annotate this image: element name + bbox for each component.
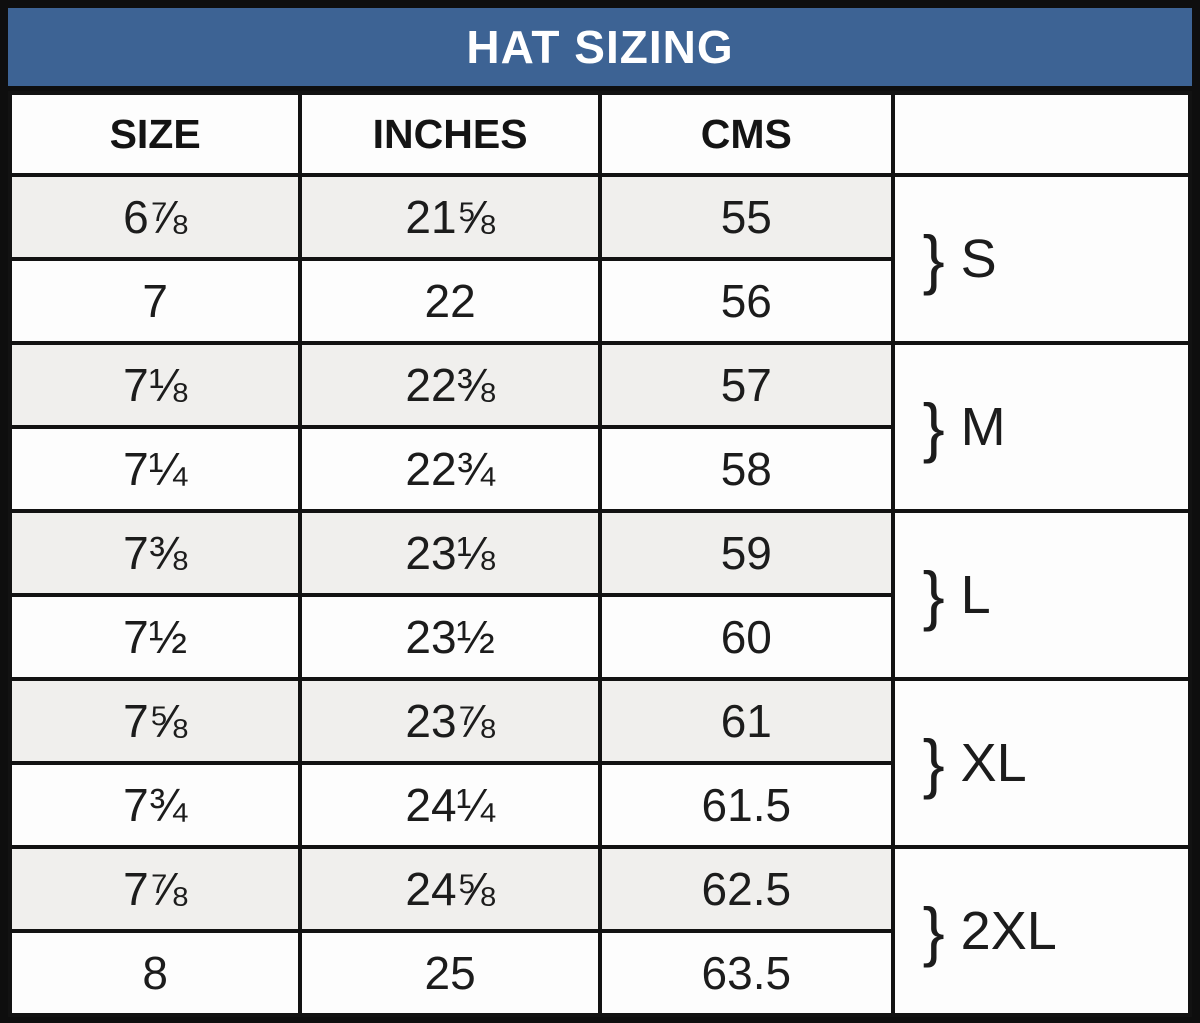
cms-cell: 62.5 bbox=[597, 845, 895, 933]
table-row: 7⅛ 22⅜ 57 } M bbox=[7, 341, 1193, 513]
brace-glyph: } bbox=[922, 222, 945, 296]
inches-cell: 23⅞ bbox=[298, 677, 602, 765]
brace-glyph: } bbox=[922, 558, 945, 632]
group-cell-xl: } XL bbox=[890, 677, 1193, 849]
col-header-inches: INCHES bbox=[298, 91, 602, 177]
inches-cell: 22⅜ bbox=[298, 341, 602, 429]
group-inner: } XL bbox=[895, 730, 1188, 796]
inches-cell: 22¾ bbox=[298, 425, 602, 513]
size-cell: 8 bbox=[7, 929, 303, 1017]
group-cell-m: } M bbox=[890, 341, 1193, 513]
size-cell: 7⅞ bbox=[7, 845, 303, 933]
group-inner: } M bbox=[895, 394, 1188, 460]
group-label: L bbox=[960, 565, 991, 625]
brace-glyph: } bbox=[922, 726, 945, 800]
group-cell-2xl: } 2XL bbox=[890, 845, 1193, 1017]
brace-glyph: } bbox=[922, 894, 945, 968]
size-cell: 7¾ bbox=[7, 761, 303, 849]
group-label: 2XL bbox=[960, 901, 1057, 961]
inches-cell: 24¼ bbox=[298, 761, 602, 849]
table-row: 7½ 23½ 60 bbox=[7, 593, 1190, 681]
chart-title: HAT SIZING bbox=[466, 21, 734, 73]
group-cell-s: } S bbox=[890, 173, 1193, 345]
inches-cell: 24⅝ bbox=[298, 845, 602, 933]
group-label: S bbox=[960, 229, 997, 289]
chart-title-bar: HAT SIZING bbox=[8, 8, 1192, 86]
group-inner: } 2XL bbox=[895, 898, 1188, 964]
inches-cell: 22 bbox=[298, 257, 602, 345]
col-header-group bbox=[890, 91, 1193, 177]
cms-cell: 59 bbox=[597, 509, 895, 597]
size-cell: 7⅜ bbox=[7, 509, 303, 597]
table-row: 7¾ 24¼ 61.5 bbox=[7, 761, 1190, 849]
group-inner: } S bbox=[895, 226, 1188, 292]
col-header-cms: CMS bbox=[597, 91, 895, 177]
sizing-table: SIZE INCHES CMS 6⅞ 21⅝ 55 } S 7 2 bbox=[7, 91, 1193, 1017]
size-cell: 7¼ bbox=[7, 425, 303, 513]
size-cell: 6⅞ bbox=[7, 173, 303, 261]
group-label: M bbox=[960, 397, 1006, 457]
table-row: 7⅝ 23⅞ 61 } XL bbox=[7, 677, 1193, 849]
group-cell-l: } L bbox=[890, 509, 1193, 681]
table-row: 7 22 56 bbox=[7, 257, 1190, 345]
table-row: 6⅞ 21⅝ 55 } S bbox=[7, 173, 1193, 345]
inches-cell: 23½ bbox=[298, 593, 602, 681]
group-label: XL bbox=[960, 733, 1027, 793]
inches-cell: 21⅝ bbox=[298, 173, 602, 261]
cms-cell: 61 bbox=[597, 677, 895, 765]
table-row: 7⅜ 23⅛ 59 } L bbox=[7, 509, 1193, 681]
cms-cell: 58 bbox=[597, 425, 895, 513]
size-cell: 7½ bbox=[7, 593, 303, 681]
col-header-size: SIZE bbox=[7, 91, 303, 177]
table-row: 7⅞ 24⅝ 62.5 } 2XL bbox=[7, 845, 1193, 1017]
inches-cell: 23⅛ bbox=[298, 509, 602, 597]
cms-cell: 55 bbox=[597, 173, 895, 261]
cms-cell: 60 bbox=[597, 593, 895, 681]
table-row: 8 25 63.5 bbox=[7, 929, 1190, 1017]
table-row: 7¼ 22¾ 58 bbox=[7, 425, 1190, 513]
header-row: SIZE INCHES CMS bbox=[7, 91, 1193, 177]
brace-glyph: } bbox=[922, 390, 945, 464]
size-cell: 7⅝ bbox=[7, 677, 303, 765]
size-cell: 7 bbox=[7, 257, 303, 345]
cms-cell: 61.5 bbox=[597, 761, 895, 849]
inches-cell: 25 bbox=[298, 929, 602, 1017]
cms-cell: 56 bbox=[597, 257, 895, 345]
cms-cell: 57 bbox=[597, 341, 895, 429]
group-inner: } L bbox=[895, 562, 1188, 628]
cms-cell: 63.5 bbox=[597, 929, 895, 1017]
size-cell: 7⅛ bbox=[7, 341, 303, 429]
